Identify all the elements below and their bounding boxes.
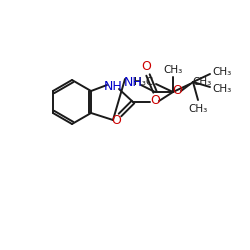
Text: O: O [141,60,151,74]
Text: O: O [172,84,182,98]
Text: NH: NH [104,80,122,94]
Text: CH₃: CH₃ [212,84,232,94]
Text: H₃C: H₃C [134,77,154,87]
Text: CH₃: CH₃ [188,104,208,114]
Text: CH₃: CH₃ [164,65,182,75]
Text: O: O [111,114,121,126]
Text: CH₃: CH₃ [212,67,232,77]
Text: O: O [150,94,160,108]
Text: CH₃: CH₃ [192,77,212,87]
Text: NH: NH [124,76,142,88]
